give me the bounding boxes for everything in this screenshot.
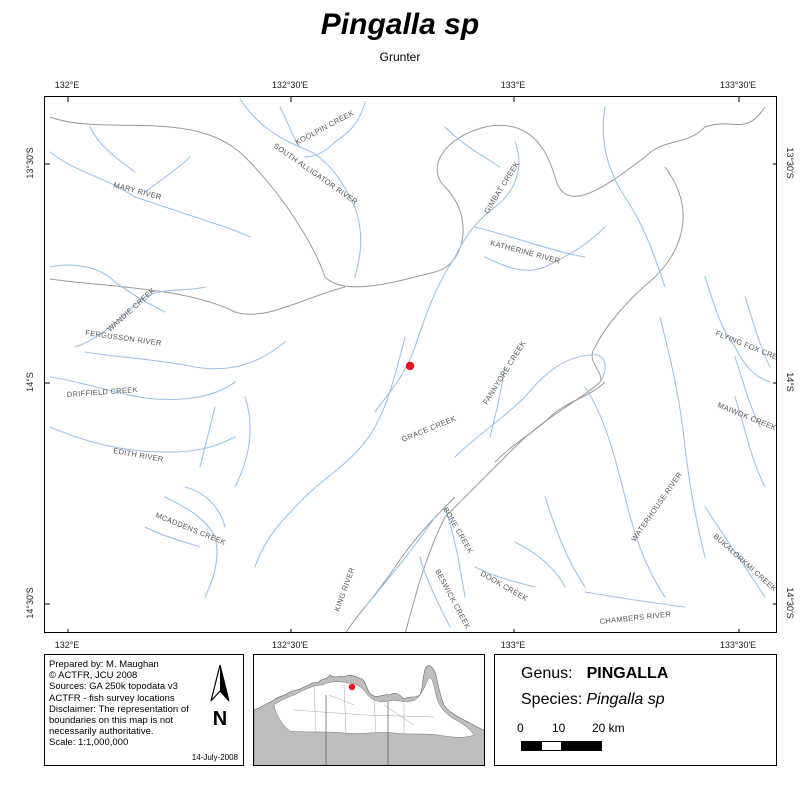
inset-location-marker xyxy=(348,683,356,691)
river-label: BONE CREEK xyxy=(441,506,475,556)
river-label: DRIFFIELD CREEK xyxy=(67,385,139,399)
graticule-top-label: 133°30'E xyxy=(719,80,757,90)
graticule-right-label: 14°30'S xyxy=(785,587,795,619)
graticule-top-label: 132°30'E xyxy=(271,80,309,90)
species-row: Species: Pingalla sp xyxy=(521,691,665,709)
river-label: DOOK CREEK xyxy=(479,569,529,603)
species-label: Species: xyxy=(521,691,583,708)
genus-label: Genus: xyxy=(521,665,573,682)
map-title: Pingalla sp xyxy=(320,8,480,41)
graticule-bottom-label: 132°30'E xyxy=(271,640,309,650)
graticule-right-label: 14°S xyxy=(785,372,795,392)
genus-row: Genus: PINGALLA xyxy=(521,665,668,683)
catchment-boundaries xyxy=(49,106,766,632)
graticule-left-label: 13°30'S xyxy=(25,147,35,179)
river-label: BESWICK CREEK xyxy=(433,568,472,631)
river-network xyxy=(49,98,771,628)
map-date: 14-July-2008 xyxy=(191,753,238,762)
map-subtitle: Grunter xyxy=(379,50,421,64)
scale-label: 10 xyxy=(552,721,566,735)
river-label: BUKALORKMI CREEK xyxy=(712,532,777,593)
graticule-top-label: 132°E xyxy=(54,80,80,90)
inset-boundaries xyxy=(293,684,435,735)
credits-text: Prepared by: M. Maughan © ACTFR, JCU 200… xyxy=(49,659,189,749)
main-map[interactable]: SOUTH ALLIGATOR RIVER KOOLPIN CREEK MARY… xyxy=(44,96,777,633)
species-value: Pingalla sp xyxy=(586,691,665,708)
river-label: WATERHOUSE RIVER xyxy=(629,470,684,543)
river-label: KING RIVER xyxy=(332,566,356,613)
survey-location-marker[interactable] xyxy=(405,361,415,371)
river-label: MAIWOK CREEK xyxy=(716,401,777,433)
river-label: FLYING FOX CREEK xyxy=(714,329,777,366)
credits-panel: Prepared by: M. Maughan © ACTFR, JCU 200… xyxy=(44,654,244,766)
river-labels: SOUTH ALLIGATOR RIVER KOOLPIN CREEK MARY… xyxy=(67,108,777,631)
inset-region xyxy=(273,677,475,738)
north-arrow-icon: N xyxy=(205,661,235,736)
river-label: CHAMBERS RIVER xyxy=(599,610,672,626)
graticule-bottom-label: 133°30'E xyxy=(719,640,757,650)
inset-locator-map[interactable] xyxy=(253,654,485,766)
river-label: FANNYORE CREEK xyxy=(481,339,528,406)
graticule-ticks xyxy=(45,97,776,632)
scale-label: 20 km xyxy=(592,721,625,735)
river-label: SOUTH ALLIGATOR RIVER xyxy=(272,141,360,206)
species-legend: Genus: PINGALLA Species: Pingalla sp 0 10 … xyxy=(494,654,777,766)
graticule-bottom-label: 133°E xyxy=(500,640,526,650)
scale-label: 0 xyxy=(517,721,524,735)
river-label: KATHERINE RIVER xyxy=(489,238,561,265)
north-letter: N xyxy=(213,708,227,730)
graticule-left-label: 14°30'S xyxy=(25,587,35,619)
river-label: MARY RIVER xyxy=(112,180,162,202)
river-label: EDITH RIVER xyxy=(113,446,165,464)
graticule-bottom-label: 132°E xyxy=(54,640,80,650)
genus-value: PINGALLA xyxy=(586,665,669,682)
graticule-right-label: 13°30'S xyxy=(785,147,795,179)
graticule-left-label: 14°S xyxy=(25,372,35,392)
graticule-top-label: 133°E xyxy=(500,80,526,90)
river-label: FERGUSSON RIVER xyxy=(85,328,163,348)
scale-bar xyxy=(521,739,605,757)
river-label: GIMBAT CREEK xyxy=(482,160,521,215)
river-label: MCADDENS CREEK xyxy=(154,511,227,547)
river-label: KOOLPIN CREEK xyxy=(294,108,356,147)
river-label: GRACE CREEK xyxy=(400,414,457,444)
